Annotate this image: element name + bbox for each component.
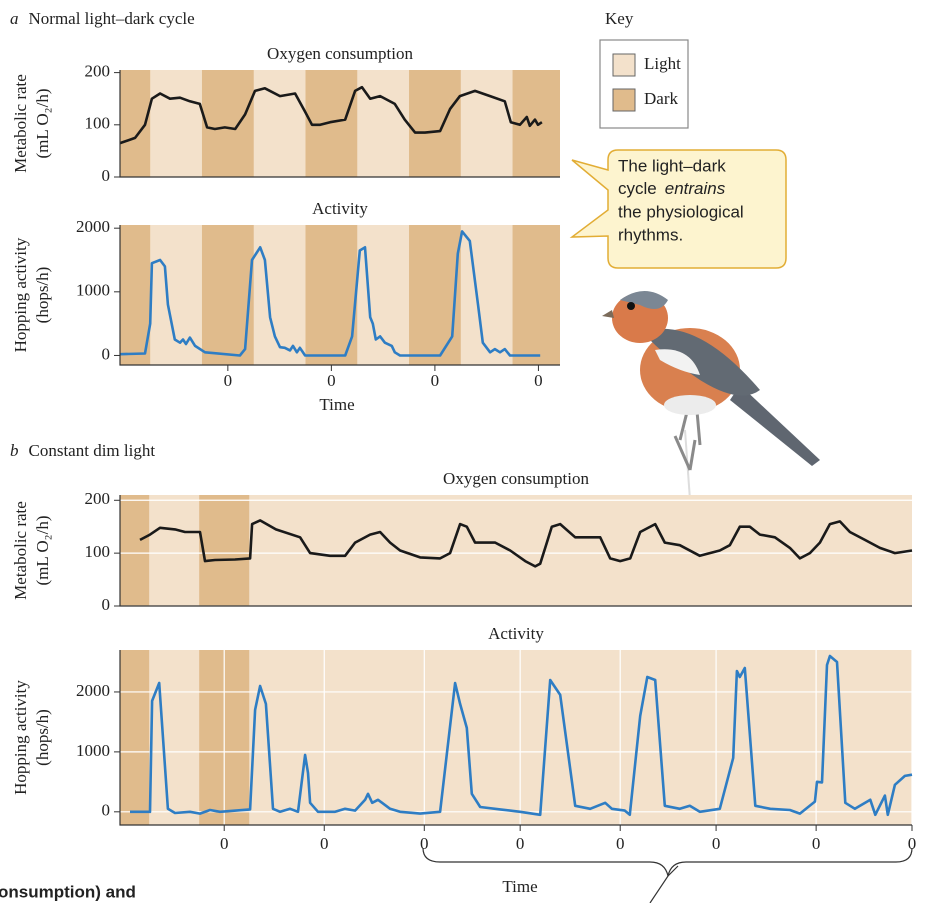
- panel-title: Normal light–dark cycle: [29, 9, 195, 28]
- callout-text: The light–dark: [618, 156, 726, 175]
- key-swatch: [613, 89, 635, 111]
- x-tick-label: 0: [616, 834, 625, 853]
- x-tick-label: 0: [812, 834, 821, 853]
- y-tick-label: 2000: [76, 217, 110, 236]
- panel-title: Constant dim light: [29, 441, 156, 460]
- key-label: Light: [644, 54, 681, 73]
- figure: a Normal light–dark cycle b Constant dim li…: [0, 0, 928, 903]
- x-axis-label: Time: [502, 877, 537, 896]
- y-axis-label: (hops/h): [33, 709, 52, 766]
- y-axis-label: Metabolic rate: [11, 501, 30, 600]
- footer-fragment: onsumption) and: [0, 882, 136, 901]
- x-tick-label: 0: [320, 834, 329, 853]
- chart-title: Oxygen consumption: [443, 469, 589, 488]
- key-title: Key: [605, 9, 634, 28]
- y-tick-label: 200: [85, 62, 111, 81]
- panel-letter: b: [10, 441, 19, 460]
- y-axis-label: Hopping activity: [11, 680, 30, 795]
- x-tick-label: 0: [534, 371, 543, 390]
- key-label: Dark: [644, 89, 678, 108]
- y-tick-label: 200: [85, 489, 111, 508]
- dark-interval: [202, 70, 254, 177]
- dark-interval: [120, 650, 149, 825]
- callout-text: rhythms.: [618, 225, 683, 244]
- y-axis-label: (mL O₂/h): [33, 89, 52, 159]
- y-tick-label: 1000: [76, 741, 110, 760]
- dark-interval: [513, 225, 560, 365]
- chart-title: Activity: [312, 199, 368, 218]
- y-axis-label: Hopping activity: [11, 237, 30, 352]
- y-axis-label: (hops/h): [33, 267, 52, 324]
- pointer-line: [650, 866, 678, 903]
- panel-letter: a: [10, 9, 19, 28]
- x-tick-label: 0: [327, 371, 336, 390]
- callout-text: cycle entrains: [618, 179, 726, 198]
- time-brace: [423, 848, 912, 876]
- dark-interval: [199, 495, 249, 606]
- chart-title: Oxygen consumption: [267, 44, 413, 63]
- x-tick-label: 0: [516, 834, 525, 853]
- x-axis-label: Time: [319, 395, 354, 414]
- dark-interval: [120, 495, 149, 606]
- y-axis-label: (mL O₂/h): [33, 516, 52, 586]
- y-tick-label: 2000: [76, 681, 110, 700]
- x-tick-label: 0: [431, 371, 440, 390]
- y-tick-label: 100: [85, 114, 111, 133]
- x-tick-label: 0: [220, 834, 229, 853]
- y-tick-label: 0: [102, 595, 111, 614]
- key-swatch: [613, 54, 635, 76]
- x-tick-label: 0: [420, 834, 429, 853]
- callout-text: cycle: [618, 179, 657, 198]
- chart-title: Activity: [488, 624, 544, 643]
- y-tick-label: 1000: [76, 281, 110, 300]
- x-tick-label: 0: [712, 834, 721, 853]
- callout-text: the physiological: [618, 202, 744, 221]
- y-axis-label: Metabolic rate: [11, 74, 30, 173]
- callout-emphasis: entrains: [665, 179, 726, 198]
- y-tick-label: 100: [85, 542, 111, 561]
- dark-interval: [409, 225, 461, 365]
- bird-illustration: [602, 291, 820, 500]
- dark-interval: [409, 70, 461, 177]
- y-tick-label: 0: [102, 166, 111, 185]
- x-tick-label: 0: [224, 371, 233, 390]
- panel-label: b Constant dim light: [10, 441, 155, 460]
- y-tick-label: 0: [102, 344, 111, 363]
- y-tick-label: 0: [102, 801, 111, 820]
- panel-label: a Normal light–dark cycle: [10, 9, 195, 28]
- x-tick-label: 0: [908, 834, 917, 853]
